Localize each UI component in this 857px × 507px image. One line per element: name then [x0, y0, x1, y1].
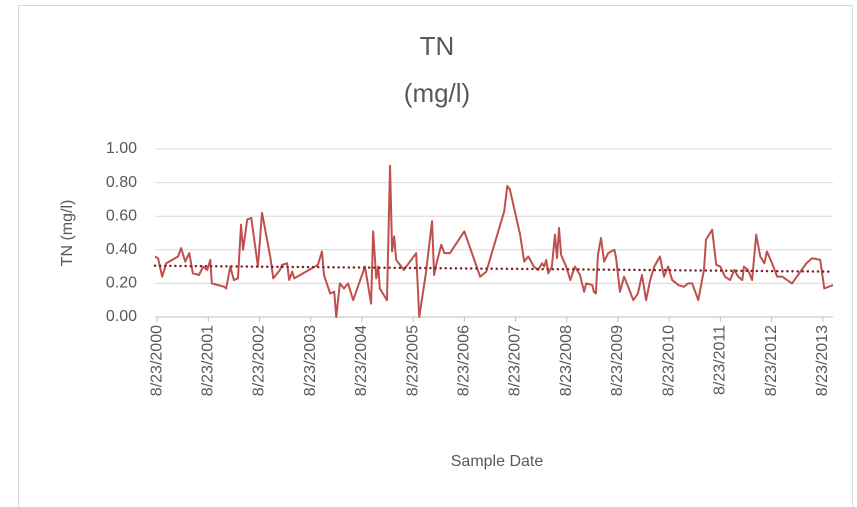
y-tick-label: 0.00 — [106, 308, 137, 325]
x-tick-label: 8/23/2006 — [456, 325, 473, 396]
chart-subtitle: (mg/l) — [404, 78, 470, 108]
chart-frame — [18, 5, 853, 507]
chart-title: TN — [420, 31, 455, 61]
x-tick-label: 8/23/2013 — [814, 325, 831, 396]
x-tick-label: 8/23/2005 — [404, 325, 421, 396]
x-tick-label: 8/23/2009 — [609, 325, 626, 396]
x-tick-label: 8/23/2011 — [712, 325, 729, 395]
x-tick-label: 8/23/2003 — [302, 325, 319, 396]
x-tick-label: 8/23/2012 — [763, 325, 780, 396]
x-tick-label: 8/23/2004 — [353, 325, 370, 396]
x-tick-label: 8/23/2000 — [148, 325, 165, 396]
x-tick-label: 8/23/2010 — [660, 325, 677, 396]
y-axis-label: TN (mg/l) — [59, 200, 76, 267]
y-tick-label: 0.80 — [106, 174, 137, 191]
x-tick-label: 8/23/2002 — [251, 325, 268, 396]
y-tick-label: 0.40 — [106, 241, 137, 258]
x-axis-label: Sample Date — [451, 453, 544, 470]
y-tick-label: 0.20 — [106, 275, 137, 292]
x-tick-label: 8/23/2007 — [507, 325, 524, 396]
trend-line — [153, 264, 835, 273]
y-tick-label: 0.60 — [106, 207, 137, 224]
y-tick-label: 1.00 — [106, 140, 137, 157]
x-tick-label: 8/23/2001 — [199, 325, 216, 396]
data-line — [154, 164, 834, 318]
x-tick-label: 8/23/2008 — [558, 325, 575, 396]
